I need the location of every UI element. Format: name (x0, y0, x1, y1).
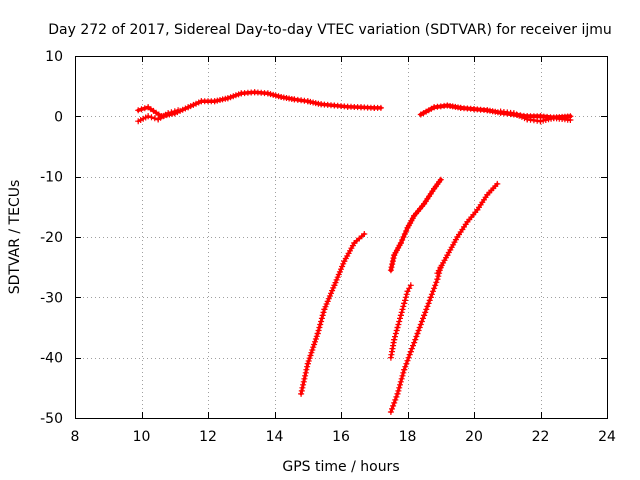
satellite-arc-7 (388, 177, 444, 274)
x-tick-label: 16 (332, 429, 350, 445)
satellite-arc-1 (135, 89, 384, 119)
data-point-marker (149, 114, 155, 120)
y-tick-label: -20 (40, 230, 63, 246)
x-tick-label: 20 (465, 429, 483, 445)
x-tick-label: 8 (71, 429, 80, 445)
x-tick-label: 24 (598, 429, 616, 445)
data-point-marker (392, 334, 398, 340)
y-tick-label: -10 (40, 170, 63, 186)
data-point-marker (299, 385, 305, 391)
data-point-marker (397, 315, 403, 321)
data-point-marker (400, 303, 406, 309)
data-point-marker (301, 376, 307, 382)
series-trace (301, 234, 364, 394)
satellite-arc-6 (434, 181, 500, 276)
y-tick-label: -40 (40, 351, 63, 367)
data-point-marker (396, 319, 402, 325)
data-point-marker (402, 297, 408, 303)
x-axis-label: GPS time / hours (282, 459, 399, 475)
axis-ticks: 8 10 12 14 16 18 20 22 24 10 0 -10 -20 -30 -40 -50 (40, 49, 616, 445)
y-axis-label: SDTVAR / TECUs (7, 180, 23, 295)
data-series (135, 89, 573, 415)
data-point-marker (398, 312, 404, 318)
data-point-marker (152, 115, 158, 121)
y-tick-label: -30 (40, 290, 63, 306)
data-point-marker (303, 367, 309, 373)
x-tick-label: 10 (133, 429, 151, 445)
x-tick-label: 14 (266, 429, 284, 445)
data-point-marker (391, 337, 397, 343)
x-tick-label: 18 (399, 429, 417, 445)
data-point-marker (304, 364, 310, 370)
data-point-marker (298, 391, 304, 397)
data-point-marker (399, 309, 405, 315)
y-tick-label: 10 (45, 49, 63, 65)
data-point-marker (403, 294, 409, 300)
data-point-marker (395, 325, 401, 331)
x-tick-label: 22 (532, 429, 550, 445)
data-point-marker (300, 382, 306, 388)
chart-title: Day 272 of 2017, Sidereal Day-to-day VTE… (48, 22, 612, 38)
data-point-marker (302, 373, 308, 379)
data-point-marker (378, 105, 384, 111)
data-point-marker (394, 328, 400, 334)
y-tick-label: -50 (40, 411, 63, 427)
data-point-marker (400, 306, 406, 312)
data-point-marker (395, 322, 401, 328)
y-tick-label: 0 (54, 109, 63, 125)
data-point-marker (393, 331, 399, 337)
satellite-arc-3 (298, 231, 367, 397)
sdtvar-chart: Day 272 of 2017, Sidereal Day-to-day VTE… (0, 0, 640, 480)
data-point-marker (401, 300, 407, 306)
x-tick-label: 12 (199, 429, 217, 445)
